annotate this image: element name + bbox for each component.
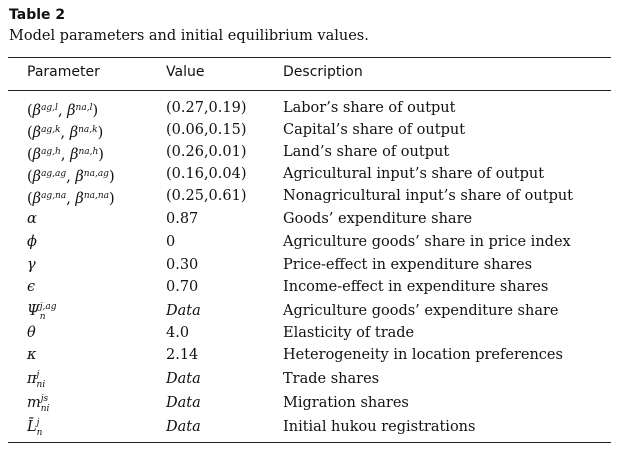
value-cell: (0.06,0.15) (166, 122, 247, 138)
header-parameter: Parameter (27, 64, 100, 80)
value-cell: 0.30 (166, 257, 199, 273)
value-cell: (0.26,0.01) (166, 144, 247, 160)
parameter-cell: π j ni (27, 370, 46, 390)
parameter-cell: (βag,na, βna,na) (27, 191, 115, 207)
table-caption: Model parameters and initial equilibrium… (9, 28, 369, 44)
bottom-rule (8, 442, 611, 443)
value-cell: 0.70 (166, 279, 199, 295)
parameter-cell: θ (27, 325, 36, 341)
value-cell: (0.25,0.61) (166, 188, 247, 204)
table-row: (βag,ag, βna,ag) (0.16,0.04) Agricultura… (0, 163, 617, 185)
parameter-cell: κ (27, 347, 37, 363)
parameter-cell: γ (27, 257, 36, 273)
description-cell: Agriculture goods’ expenditure share (283, 303, 559, 319)
table-row: π j ni Data Trade shares (0, 368, 617, 390)
table-row: γ 0.30 Price-effect in expenditure share… (0, 254, 617, 276)
top-rule (8, 57, 611, 58)
header-rule (8, 90, 611, 91)
table-row: (βag,na, βna,na) (0.25,0.61) Nonagricult… (0, 185, 617, 207)
table-row: (βag,l, βna,l) (0.27,0.19) Labor’s share… (0, 97, 617, 119)
value-cell: 4.0 (166, 325, 190, 341)
table-label: Table 2 (9, 7, 66, 23)
table-row: κ 2.14 Heterogeneity in location prefere… (0, 344, 617, 366)
description-cell: Labor’s share of output (283, 100, 456, 116)
parameter-cell: (βag,k, βna,k) (27, 125, 104, 141)
description-cell: Initial hukou registrations (283, 419, 476, 435)
parameter-cell: (βag,h, βna,h) (27, 147, 104, 163)
description-cell: Agriculture goods’ share in price index (283, 234, 571, 250)
value-cell: (0.16,0.04) (166, 166, 247, 182)
table-row: ϵ 0.70 Income-effect in expenditure shar… (0, 276, 617, 298)
table-row: L̄ j n Data Initial hukou registrations (0, 416, 617, 438)
header-description: Description (283, 64, 363, 80)
description-cell: Goods’ expenditure share (283, 211, 473, 227)
value-cell: 0 (166, 234, 176, 250)
value-cell: 0.87 (166, 211, 199, 227)
value-cell: Data (166, 371, 201, 387)
description-cell: Heterogeneity in location preferences (283, 347, 563, 363)
parameter-cell: ϕ (27, 234, 37, 250)
description-cell: Nonagricultural input’s share of output (283, 188, 574, 204)
description-cell: Migration shares (283, 395, 409, 411)
header-value: Value (166, 64, 205, 80)
parameter-cell: α (27, 211, 37, 227)
table-row: m js ni Data Migration shares (0, 392, 617, 414)
table-row: θ 4.0 Elasticity of trade (0, 322, 617, 344)
value-cell: Data (166, 419, 201, 435)
description-cell: Income-effect in expenditure shares (283, 279, 549, 295)
description-cell: Trade shares (283, 371, 380, 387)
parameter-cell: (βag,l, βna,l) (27, 103, 99, 119)
table-row: (βag,k, βna,k) (0.06,0.15) Capital’s sha… (0, 119, 617, 141)
description-cell: Agricultural input’s share of output (283, 166, 545, 182)
parameter-cell: ϵ (27, 279, 36, 295)
value-cell: 2.14 (166, 347, 199, 363)
table-row: α 0.87 Goods’ expenditure share (0, 208, 617, 230)
value-cell: Data (166, 303, 201, 319)
value-cell: (0.27,0.19) (166, 100, 247, 116)
description-cell: Price-effect in expenditure shares (283, 257, 533, 273)
description-cell: Capital’s share of output (283, 122, 466, 138)
description-cell: Land’s share of output (283, 144, 450, 160)
description-cell: Elasticity of trade (283, 325, 415, 341)
parameter-cell: L̄ j n (27, 418, 43, 438)
value-cell: Data (166, 395, 201, 411)
table-row: ϕ 0 Agriculture goods’ share in price in… (0, 231, 617, 253)
parameter-cell: (βag,ag, βna,ag) (27, 169, 115, 185)
table-row: (βag,h, βna,h) (0.26,0.01) Land’s share … (0, 141, 617, 163)
parameter-cell: m js ni (27, 394, 50, 414)
